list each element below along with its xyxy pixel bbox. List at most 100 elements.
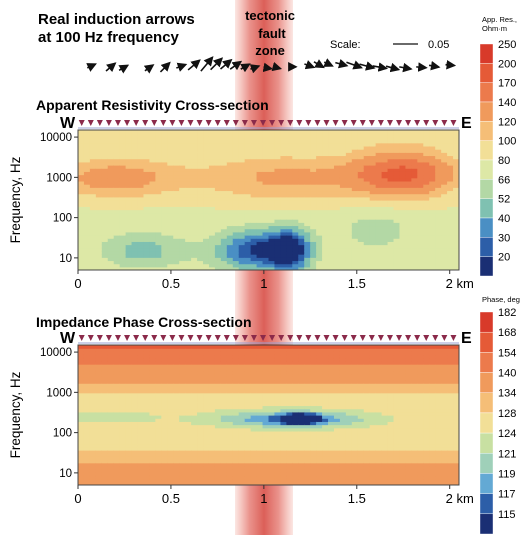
heatmap-cell [203,345,210,349]
induction-arrow [188,60,199,70]
heatmap-cell [102,130,109,134]
station-marker [178,120,184,126]
heatmap-cell [191,345,198,349]
station-marker [296,120,302,126]
station-marker [142,120,148,126]
heatmap-cell [269,345,276,349]
scale-value: 0.05 [428,39,449,51]
induction-arrow [399,67,411,69]
y-tick-label: 100 [53,213,72,225]
heatmap-cell [310,130,317,134]
induction-arrow [211,58,222,69]
induction-arrow [324,62,332,66]
induction-arrow [304,64,313,67]
station-marker [396,120,402,126]
station-marker [115,120,121,126]
heatmap-cell [245,130,252,134]
station-marker [215,120,221,126]
heatmap-cell [399,130,406,134]
heatmap-cell [167,345,174,349]
heatmap-cell [298,130,305,134]
heatmap-cell [84,130,91,134]
station-marker [305,120,311,126]
station-marker [414,120,420,126]
fault-label-line2: fault [258,26,286,41]
heatmap-cell [90,345,97,349]
station-marker [133,120,139,126]
heatmap-cell [352,345,359,349]
heatmap-cell [197,345,204,349]
heatmap-cell [405,130,412,134]
heatmap-cell [304,345,311,349]
heatmap-cells [78,345,460,486]
west-label: W [60,115,76,132]
heatmap-cell [340,345,347,349]
heatmap-cell [155,130,162,134]
x-tick-label: 0.5 [162,276,180,291]
station-marker [369,120,375,126]
scale-label: Scale: [330,39,361,51]
heatmap-cell [143,130,150,134]
heatmap-cell [108,130,115,134]
heatmap-cell [340,130,347,134]
heatmap-cell [132,345,139,349]
heatmap-cell [185,345,192,349]
induction-arrow [314,62,324,68]
induction-arrow [346,62,361,67]
heatmap-cell [173,130,180,134]
induction-arrow [160,63,169,72]
induction-arrow [145,65,153,71]
induction-arrow [446,65,455,66]
heatmap-cell [292,345,299,349]
heatmap-cell [286,130,293,134]
x-tick-label: 1.5 [348,276,366,291]
heatmap-cell [197,130,204,134]
heatmap-cell [269,130,276,134]
heatmap-cell [334,130,341,134]
heatmap-cell [239,345,246,349]
heatmap-cell [114,345,121,349]
heatmap-cell [304,130,311,134]
arrows-title-line1: Real induction arrows [38,11,195,28]
heatmap-cell [251,345,258,349]
heatmap-cell [161,130,168,134]
station-marker [224,120,230,126]
induction-arrow [416,67,426,68]
heatmap-cell [334,345,341,349]
heatmap-cell [417,130,424,134]
induction-arrow [429,65,439,67]
heatmap-cell [441,130,448,134]
station-marker [450,120,456,126]
heatmap-cell [316,345,323,349]
station-marker [441,120,447,126]
heatmap-cell [328,345,335,349]
heatmap-cell [435,130,442,134]
station-marker [97,120,103,126]
heatmap-cell [251,130,258,134]
heatmap-cell [221,345,228,349]
heatmap-cell [203,130,210,134]
heatmap-cell [280,345,287,349]
heatmap-cell [155,345,162,349]
station-marker [333,120,339,126]
station-marker [169,120,175,126]
heatmap-cell [132,130,139,134]
heatmap-cell [382,130,389,134]
fault-label-line1: tectonic [245,8,295,23]
induction-arrow [386,66,399,69]
heatmap-cell [376,130,383,134]
heatmap-cell [322,130,329,134]
station-marker [106,120,112,126]
heatmap-cell [138,130,145,134]
heatmap-cell [179,345,186,349]
heatmap-cell [423,130,430,134]
heatmap-cell [346,130,353,134]
y-tick-label: 10 [59,253,72,265]
station-marker [314,120,320,126]
heatmap-cell [274,130,281,134]
station-marker [432,120,438,126]
y-tick-label: 1000 [46,172,72,184]
x-tick-label: 1 [260,276,267,291]
